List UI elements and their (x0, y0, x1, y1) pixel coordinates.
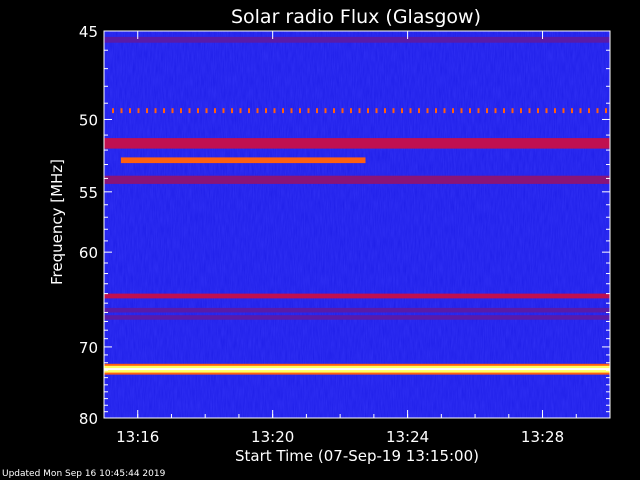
interference-dot (333, 108, 335, 114)
interference-dot (214, 108, 216, 114)
interference-dot (443, 108, 446, 114)
interference-dot (537, 108, 539, 114)
band-7 (104, 315, 610, 320)
x-tick-label: 13:20 (251, 428, 294, 446)
interference-dot (120, 108, 123, 114)
band-4 (104, 175, 610, 184)
interference-dot (520, 108, 522, 114)
interference-dot (239, 108, 242, 114)
interference-dot (307, 108, 310, 114)
interference-dot (384, 108, 386, 114)
interference-dot (435, 108, 437, 114)
interference-dot (554, 108, 556, 114)
interference-dot (477, 108, 480, 114)
y-axis-label: Frequency [MHz] (48, 159, 66, 285)
band-3 (120, 157, 366, 164)
interference-dot (392, 108, 395, 114)
interference-dot (409, 108, 412, 114)
interference-dot (146, 108, 148, 114)
interference-dot (171, 108, 174, 114)
interference-dot (188, 108, 191, 114)
interference-dot (222, 108, 225, 114)
interference-dot (299, 108, 301, 114)
interference-dot (494, 108, 497, 114)
plot-area (103, 30, 611, 419)
interference-dot (375, 108, 378, 114)
frequency-bands (104, 36, 610, 375)
y-tick-label: 45 (79, 23, 98, 41)
interference-dot (205, 108, 208, 114)
band-5 (104, 293, 610, 299)
interference-dot (426, 108, 429, 114)
interference-dot (469, 108, 471, 114)
interference-dot (545, 108, 548, 114)
x-tick-label: 13:28 (521, 428, 564, 446)
interference-dot (579, 108, 582, 114)
y-tick-label: 80 (79, 410, 98, 428)
interference-dot (452, 108, 454, 114)
x-tick-label: 13:16 (116, 428, 159, 446)
chart-title: Solar radio Flux (Glasgow) (231, 6, 481, 28)
band-6 (104, 307, 610, 313)
plot-noise (104, 31, 610, 418)
interference-dot (137, 108, 140, 114)
interference-dot (265, 108, 267, 114)
interference-dot (256, 108, 259, 114)
interference-dot (290, 108, 293, 114)
y-tick-label: 70 (79, 339, 98, 357)
interference-dot (571, 108, 573, 114)
interference-dot (528, 108, 531, 114)
interference-dot (562, 108, 565, 114)
interference-dot (324, 108, 327, 114)
interference-dot (596, 108, 599, 114)
interference-dot (341, 108, 344, 114)
y-tick-label: 55 (79, 184, 98, 202)
interference-dot (511, 108, 514, 114)
interference-dot (401, 108, 403, 114)
interference-dot (460, 108, 463, 114)
updated-timestamp: Updated Mon Sep 16 10:45:44 2019 (2, 469, 166, 479)
interference-dot (248, 108, 250, 114)
interference-dot (367, 108, 369, 114)
x-tick-label: 13:24 (386, 428, 429, 446)
interference-dot (163, 108, 165, 114)
x-axis-label: Start Time (07-Sep-19 13:15:00) (235, 447, 479, 465)
interference-dot (282, 108, 284, 114)
plot-frame (103, 30, 611, 419)
interference-dots (112, 108, 607, 114)
interference-dot (418, 108, 420, 114)
interference-dot (231, 108, 233, 114)
interference-dot (588, 108, 590, 114)
interference-dot (316, 108, 318, 114)
y-tick-label: 50 (79, 111, 98, 129)
interference-dot (154, 108, 157, 114)
interference-dot (605, 108, 607, 114)
interference-dot (350, 108, 352, 114)
interference-dot (503, 108, 505, 114)
interference-dot (273, 108, 276, 114)
y-axis: 45 50 55 60 70 80 (79, 23, 610, 428)
interference-dot (197, 108, 199, 114)
interference-dot (486, 108, 488, 114)
band-0 (104, 36, 610, 43)
band-core (104, 368, 610, 371)
interference-dot (358, 108, 361, 114)
interference-dot (180, 108, 182, 114)
interference-dot (112, 108, 114, 114)
interference-dot (129, 108, 131, 114)
x-axis: 13:16 13:20 13:24 13:28 (103, 31, 611, 446)
band-2 (104, 138, 610, 149)
y-tick-label: 60 (79, 244, 98, 262)
